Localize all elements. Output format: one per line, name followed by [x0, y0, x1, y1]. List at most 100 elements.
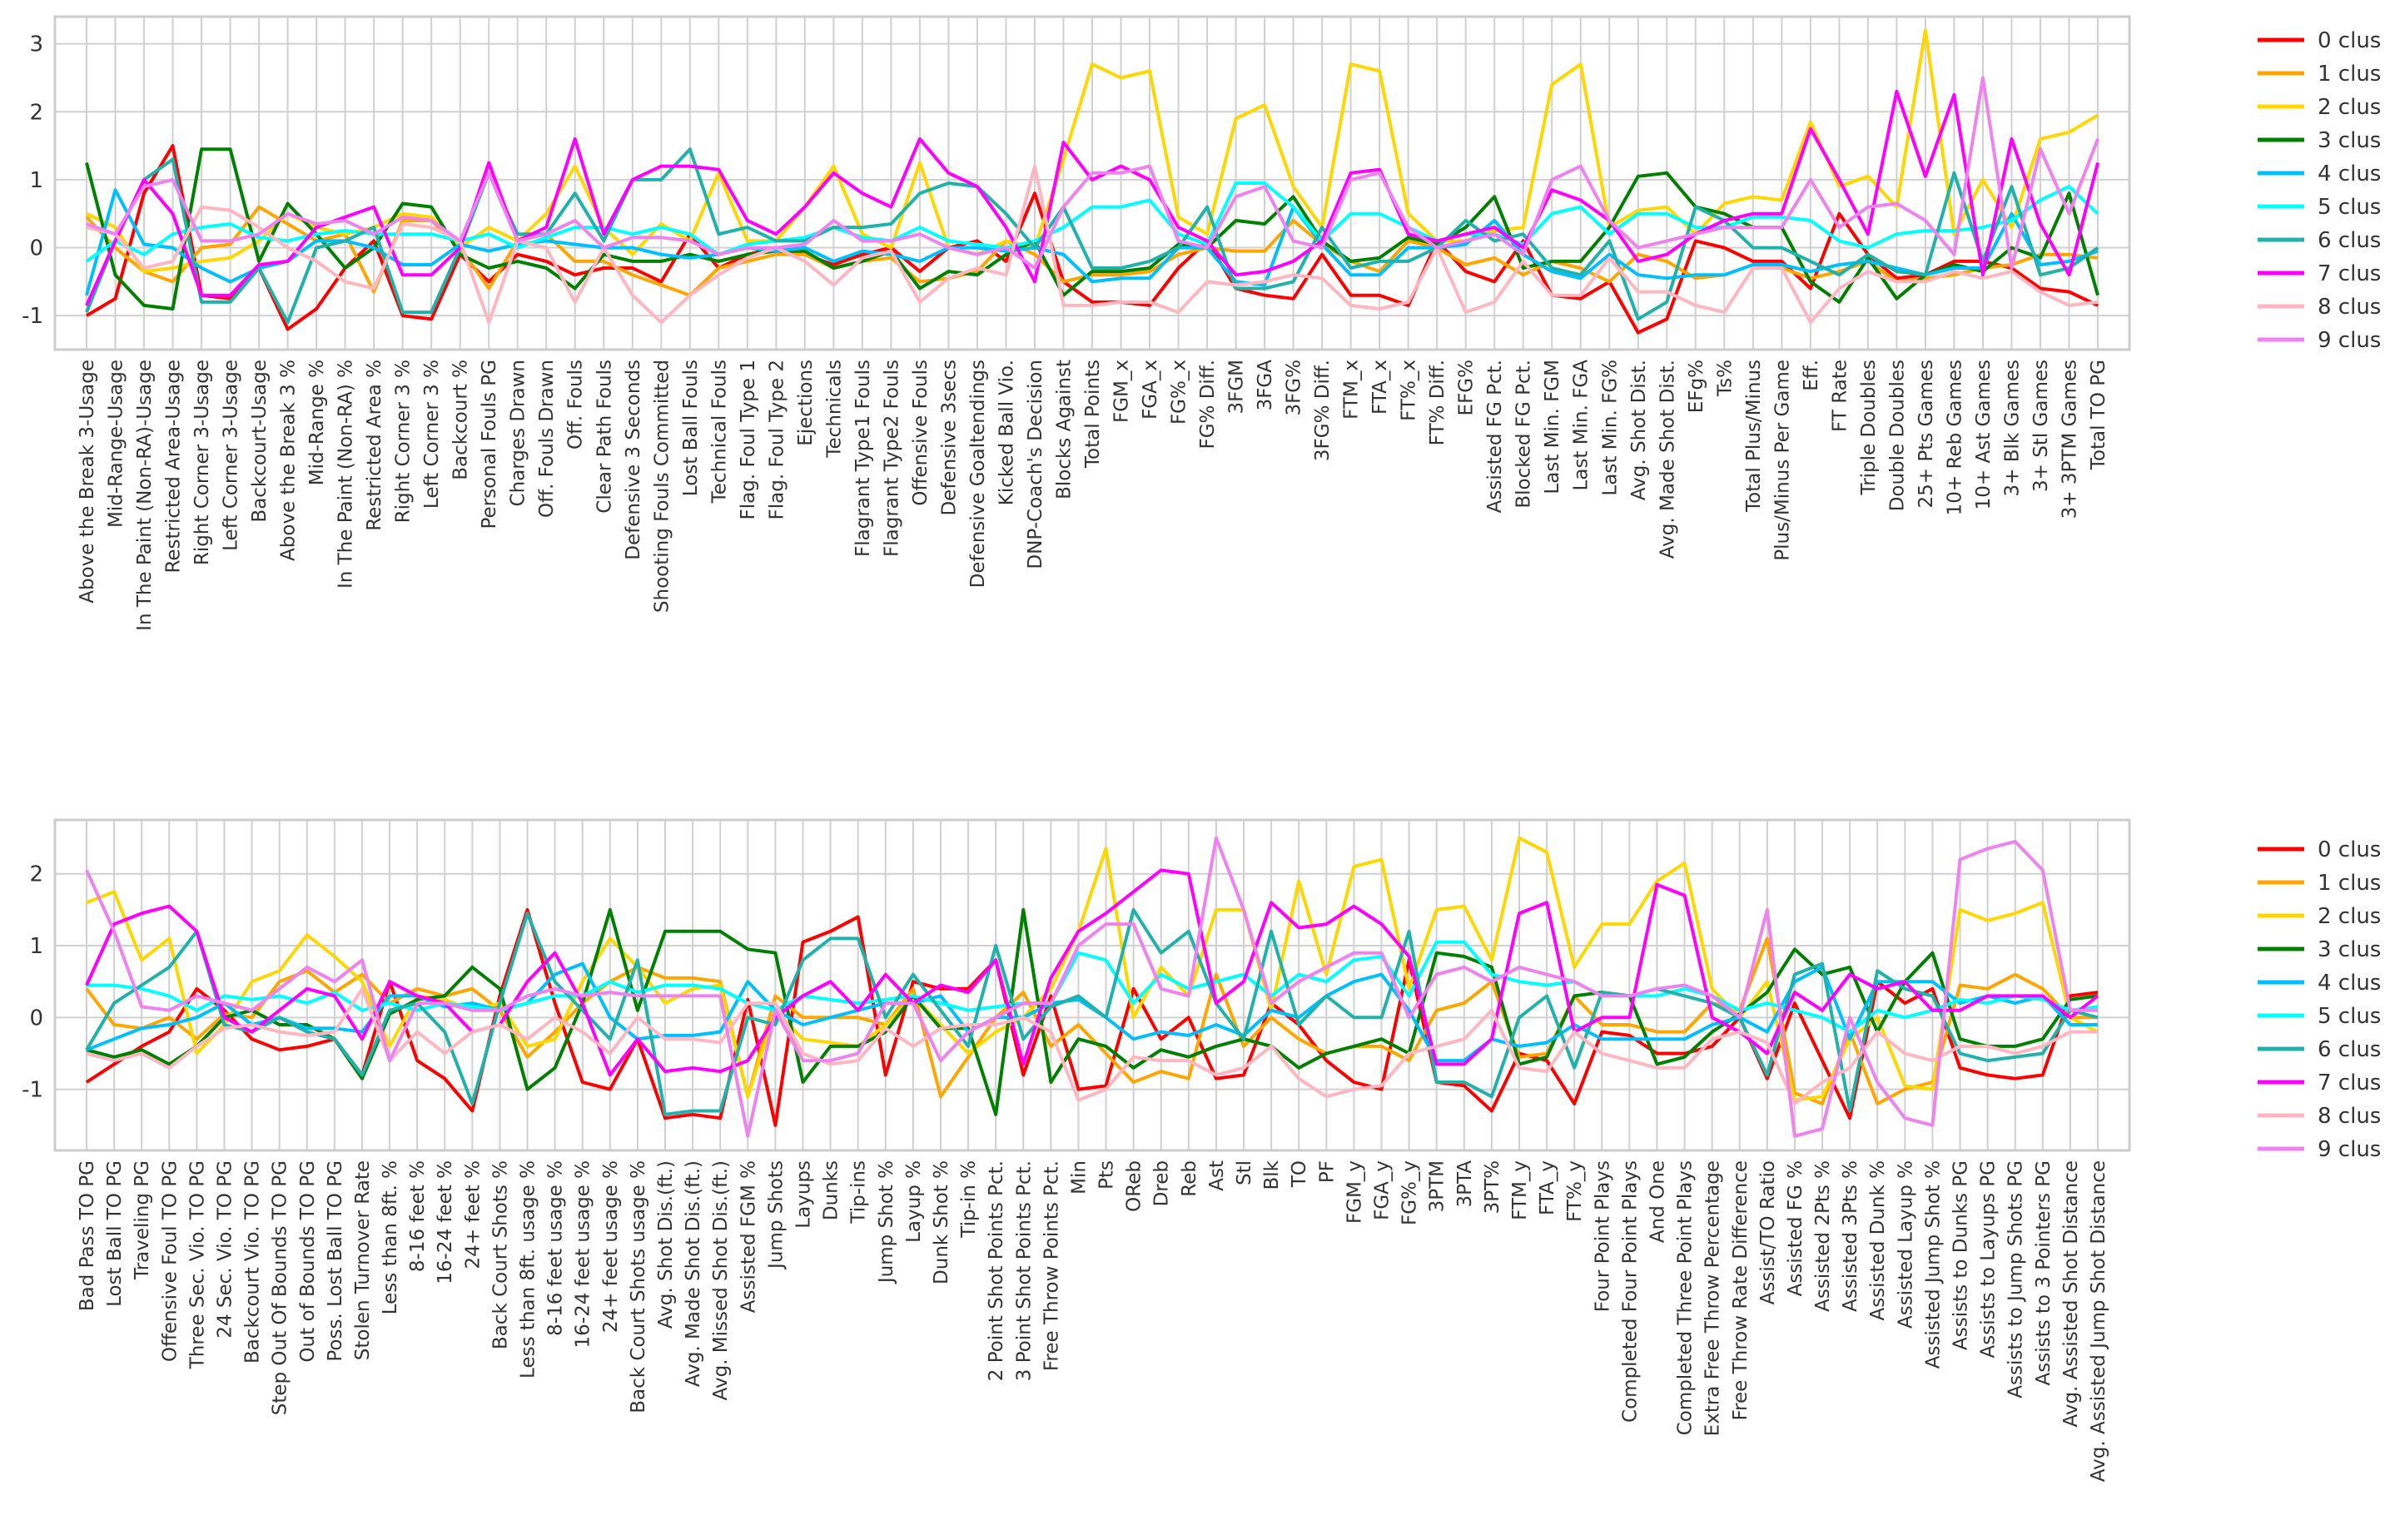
- x-tick-label: Assisted FGM %: [738, 1160, 759, 1313]
- x-tick-label: PF: [1316, 1160, 1338, 1183]
- x-tick-label: Right Corner 3-Usage: [191, 360, 213, 565]
- x-tick-label: Total Plus/Minus: [1743, 360, 1765, 513]
- x-tick-label: Right Corner 3 %: [393, 360, 415, 523]
- legend-label: 3 clus: [2318, 128, 2381, 153]
- x-tick-label: Poss. Lost Ball TO PG: [325, 1160, 346, 1362]
- x-tick-label: Assisted FG %: [1785, 1160, 1806, 1296]
- top-line-chart: -1 0 1 2 3 Above the Break 3-Usage Mid-Range-U…: [22, 15, 2381, 631]
- legend-label: 2 clus: [2318, 95, 2381, 120]
- x-tick-label: Plus/Minus Per Game: [1771, 360, 1793, 561]
- series-line-8: [86, 986, 2098, 1105]
- x-tick-label: Flag. Foul Type 2: [766, 360, 788, 519]
- x-tick-label: 24+ feet %: [462, 1160, 484, 1269]
- x-tick-label: 8-16 feet usage %: [545, 1160, 567, 1336]
- series-line-7: [85, 89, 2099, 306]
- x-tick-label: Flagrant Type1 Fouls: [852, 360, 874, 557]
- legend: 0 clus 1 clus 2 clus 3 clus 4 clus 5 clus 6 cl…: [2258, 837, 2381, 1162]
- x-tick-label: Ts%: [1714, 360, 1736, 397]
- x-tick-label: Completed Three Point Plays: [1675, 1160, 1697, 1435]
- x-tick-label: Charges Drawn: [508, 360, 529, 506]
- x-tick-label: FTM_y: [1509, 1160, 1531, 1220]
- x-tick-label: Backcourt %: [450, 360, 472, 480]
- x-tick-label: FGA_y: [1372, 1160, 1394, 1220]
- x-tick-label: Restricted Area %: [364, 360, 385, 531]
- x-tick-label: Jump Shots: [765, 1160, 787, 1270]
- x-tick-label: Blk: [1261, 1160, 1283, 1190]
- x-tick-label: And One: [1647, 1160, 1668, 1243]
- legend-label: 2 clus: [2318, 904, 2381, 929]
- x-tick-label: Avg. Assisted Jump Shot Distance: [2088, 1160, 2109, 1482]
- x-tick-label: Completed Four Point Plays: [1619, 1160, 1641, 1423]
- x-tick-label: 10+ Ast Games: [1973, 360, 1995, 509]
- x-tick-label: 3+ Blk Games: [2001, 360, 2023, 496]
- x-tick-label: 3FG% Diff.: [1312, 360, 1334, 461]
- x-tick-label: Dunk Shot %: [931, 1160, 952, 1284]
- x-tick-label: Eff.: [1801, 360, 1822, 391]
- x-tick-label: Assists to Jump Shots PG: [2005, 1160, 2027, 1398]
- bottom-line-chart: -1 0 1 2 Bad Pass TO PG Lost Ball TO PG Travel…: [22, 818, 2381, 1482]
- x-tick-label: Defensive 3 Seconds: [623, 360, 644, 560]
- x-tick-label: 24 Sec. Vio. TO PG: [214, 1160, 236, 1339]
- plot-frame: [53, 818, 2131, 1152]
- x-tick-label: Clear Path Fouls: [594, 360, 615, 514]
- x-tick-label: Offensive Fouls: [910, 360, 932, 506]
- y-tick-label: 0: [29, 1006, 43, 1031]
- x-tick-label: Above the Break 3 %: [278, 360, 300, 561]
- x-tick-label: Assisted FG Pct.: [1484, 360, 1506, 513]
- x-tick-label: 3PTA: [1454, 1160, 1476, 1208]
- x-tick-label: FT% Diff.: [1427, 360, 1448, 445]
- series-line-6: [85, 147, 2099, 325]
- x-tick-label: Backcourt-Usage: [249, 360, 271, 523]
- series-line-5: [85, 181, 2099, 263]
- legend-label: 1 clus: [2318, 62, 2381, 87]
- x-tick-label: 3FGA: [1255, 360, 1276, 411]
- x-tick-label: OReb: [1124, 1160, 1145, 1212]
- x-tick-label: EFg%: [1686, 360, 1707, 413]
- x-tick-label: Backcourt Vio. TO PG: [242, 1160, 264, 1364]
- x-tick-label: Extra Free Throw Percentage: [1702, 1160, 1724, 1436]
- series-line-2: [86, 28, 2099, 274]
- x-tick-label: Stl: [1234, 1160, 1255, 1185]
- legend-label: 7 clus: [2318, 261, 2381, 286]
- x-tick-label: 3 Point Shot Points Pct.: [1013, 1160, 1035, 1381]
- x-tick-label: Jump Shot %: [876, 1160, 897, 1284]
- legend-label: 4 clus: [2318, 971, 2381, 996]
- x-tick-label: Stolen Turnover Rate: [352, 1160, 374, 1360]
- legend-label: 3 clus: [2318, 937, 2381, 962]
- legend-label: 5 clus: [2318, 195, 2381, 220]
- series-line-4: [85, 188, 2099, 296]
- x-tick-label: Triple Doubles: [1858, 360, 1880, 495]
- x-tick-label: Lost Ball TO PG: [104, 1160, 126, 1307]
- x-tick-label: DNP-Coach's Decision: [1025, 360, 1046, 569]
- y-tick-label: 0: [29, 236, 43, 261]
- x-tick-label: Off. Fouls Drawn: [536, 360, 558, 518]
- x-tick-label: Offensive Foul TO PG: [159, 1160, 181, 1362]
- legend-label: 9 clus: [2318, 1137, 2381, 1162]
- x-tick-label: Avg. Made Shot Dis.(ft.): [683, 1160, 704, 1387]
- x-tick-label: FTA_x: [1369, 360, 1391, 415]
- x-tick-label: 16-24 feet %: [435, 1160, 456, 1284]
- legend-label: 9 clus: [2318, 328, 2381, 353]
- x-tick-label: FGM_x: [1111, 360, 1133, 423]
- x-tick-label: Tip-in %: [958, 1160, 980, 1239]
- x-tick-label: Lost Ball Fouls: [680, 360, 702, 496]
- x-tick-label: Less than 8ft. usage %: [518, 1160, 539, 1379]
- x-tick-label: FT%_x: [1399, 360, 1420, 421]
- x-tick-label: Last Min. FG%: [1599, 360, 1621, 496]
- legend-label: 4 clus: [2318, 161, 2381, 186]
- x-tick-label: Free Throw Rate Difference: [1730, 1160, 1752, 1421]
- y-tick-label: 1: [29, 934, 43, 959]
- x-tick-label: Restricted Area-Usage: [163, 360, 185, 574]
- x-tick-label: FTA_y: [1537, 1160, 1558, 1215]
- x-tick-label: Defensive Goaltendings: [967, 360, 989, 588]
- x-tick-label: Three Sec. Vio. TO PG: [186, 1160, 208, 1369]
- y-tick-label: 3: [29, 32, 43, 57]
- x-tick-label: Defensive 3secs: [938, 360, 960, 516]
- x-tick-label: Shooting Fouls Committed: [651, 360, 673, 613]
- y-tick-label: 2: [29, 862, 43, 887]
- x-tick-label: 3PTM: [1427, 1160, 1448, 1212]
- x-tick-label: 2 Point Shot Points Pct.: [986, 1160, 1007, 1381]
- x-tick-label: Layup %: [903, 1160, 925, 1243]
- x-tick-label: FGA_x: [1140, 360, 1161, 420]
